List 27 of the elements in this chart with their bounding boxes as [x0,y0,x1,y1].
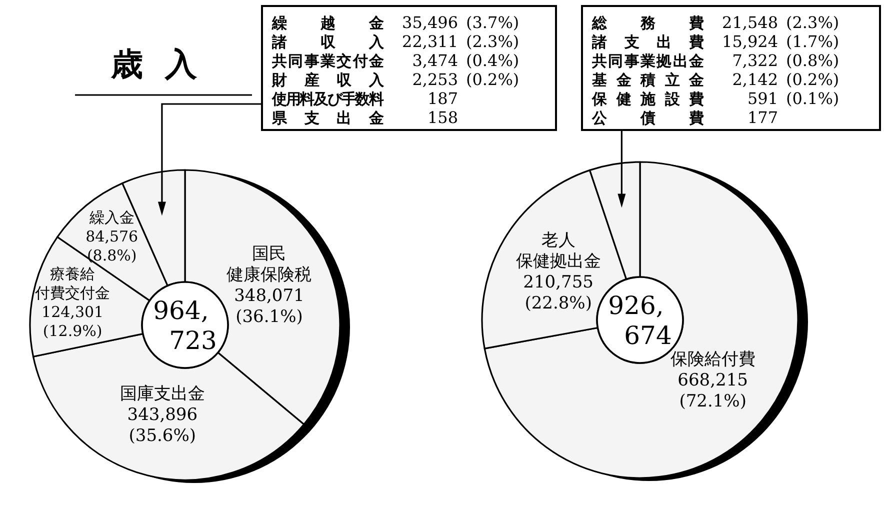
category-label: 共同事業交付金 [271,52,384,70]
category-label: 使用料及び手数料 [271,90,384,108]
category-label: 基金積立金 [591,71,704,89]
category-label: 繰越金 [271,14,384,32]
text: 22,311 (2.3%) [402,32,520,51]
category-label: 諸支出費 [591,33,704,51]
category-label: 県支出金 [271,109,384,127]
category-label: 公債費 [591,109,704,127]
category-label: 諸収入 [271,33,385,51]
text: 187 [427,89,458,108]
text: 15,924 (1.7%) [722,32,840,51]
category-label: 保健施設費 [591,90,704,108]
text: 2,253 (0.2%) [412,70,520,89]
text: 2,142 (0.2%) [732,70,840,89]
text: 591 (0.1%) [747,89,840,108]
text: 926,674 [608,291,672,350]
category-label: 財産収入 [271,71,385,89]
text: 35,496 (3.7%) [402,13,520,32]
text: 7,322 (0.8%) [732,51,840,70]
title: 歳入 [111,45,219,83]
text: 964,723 [153,296,217,355]
category-label: 共同事業拠出金 [591,52,704,70]
text: 21,548 (2.3%) [722,13,840,32]
text: 3,474 (0.4%) [412,51,520,70]
text: 177 [747,108,778,127]
text: 158 [427,108,458,127]
category-label: 総務費 [591,14,704,32]
